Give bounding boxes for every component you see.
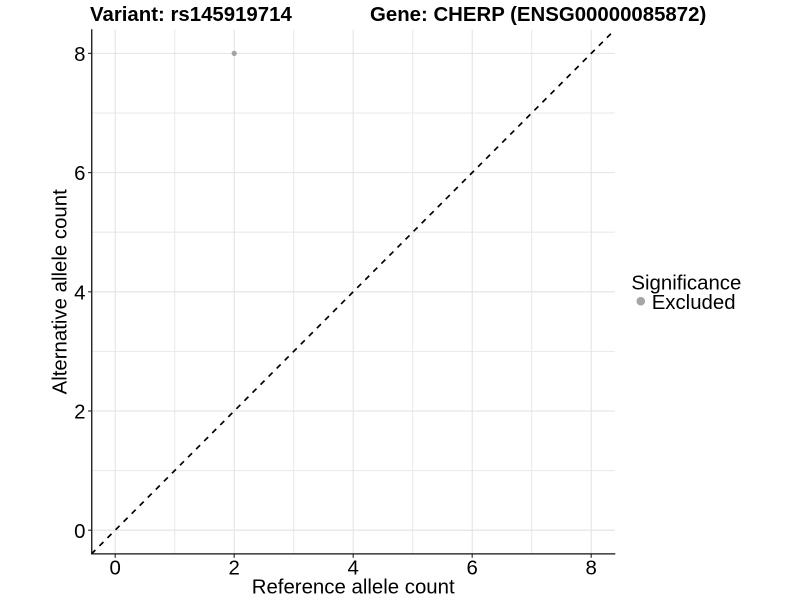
svg-text:6: 6 [467, 558, 478, 580]
svg-text:Alternative allele count: Alternative allele count [49, 189, 71, 394]
svg-text:4: 4 [348, 558, 359, 580]
svg-text:Significance: Significance [631, 272, 741, 294]
svg-text:4: 4 [74, 282, 85, 304]
svg-text:Variant: rs145919714: Variant: rs145919714 [90, 4, 292, 26]
svg-text:Gene: CHERP (ENSG00000085872): Gene: CHERP (ENSG00000085872) [370, 4, 706, 26]
svg-text:2: 2 [74, 402, 85, 424]
svg-text:8: 8 [74, 44, 85, 66]
svg-text:6: 6 [74, 163, 85, 185]
svg-text:0: 0 [110, 558, 121, 580]
svg-text:Excluded: Excluded [652, 292, 736, 314]
svg-text:0: 0 [74, 521, 85, 543]
svg-text:8: 8 [586, 558, 597, 580]
svg-text:2: 2 [229, 558, 240, 580]
svg-text:Reference allele count: Reference allele count [252, 577, 455, 599]
